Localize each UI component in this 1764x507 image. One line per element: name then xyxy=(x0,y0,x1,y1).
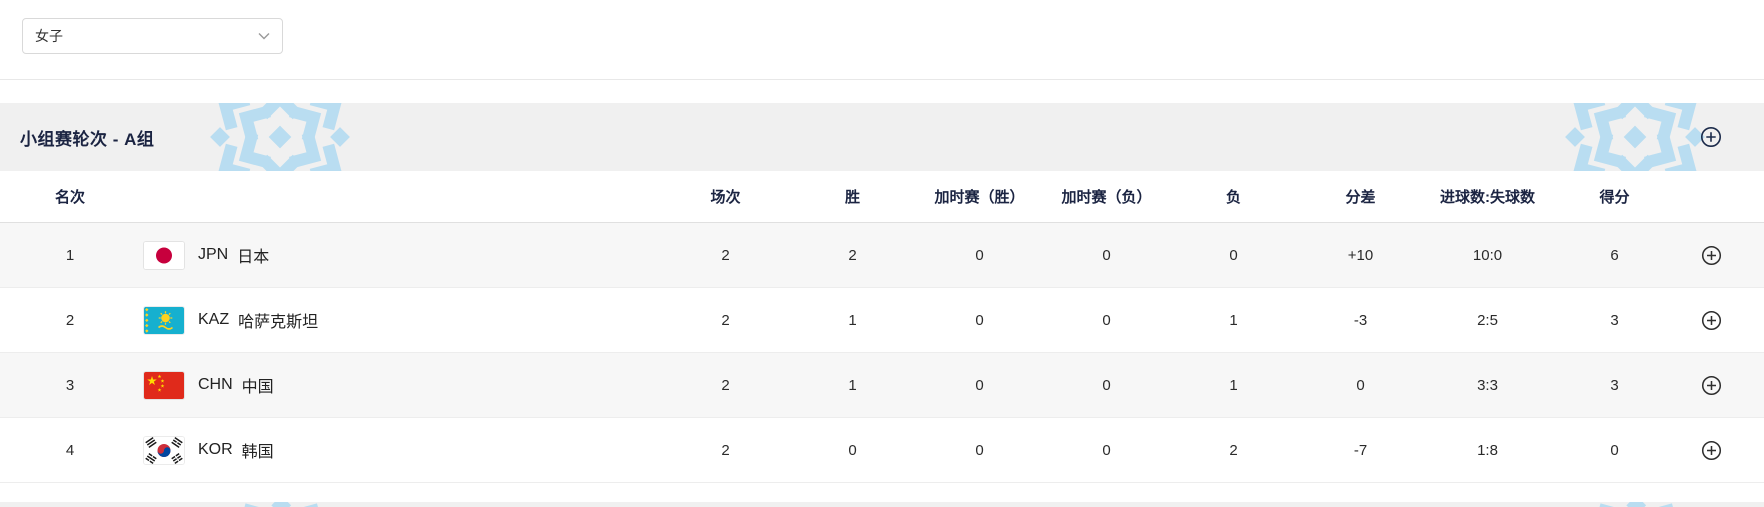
team-code: KOR xyxy=(198,441,233,458)
rank-cell: 2 xyxy=(65,311,75,329)
ot-losses-cell: 0 xyxy=(1102,246,1111,264)
diff-cell: +10 xyxy=(1347,246,1374,264)
ot-wins-cell: 0 xyxy=(975,376,984,394)
gender-select-value: 女子 xyxy=(35,28,63,44)
team-cell: JPN 日本 xyxy=(120,241,662,269)
row-expand-plus-icon[interactable] xyxy=(1678,375,1744,396)
snowflake-icon xyxy=(205,103,355,171)
diff-cell: -7 xyxy=(1353,441,1368,459)
row-expand-plus-icon[interactable] xyxy=(1678,245,1744,266)
goals-cell: 1:8 xyxy=(1477,441,1498,459)
snowflake-icon xyxy=(1560,103,1710,171)
col-header-losses: 负 xyxy=(1225,189,1241,206)
ot-wins-cell: 0 xyxy=(975,246,984,264)
points-cell: 6 xyxy=(1610,246,1619,264)
rank-cell: 1 xyxy=(65,246,75,264)
rank-cell: 4 xyxy=(65,441,75,459)
section-header: 小组赛轮次 - A组 xyxy=(0,103,1764,171)
ot-wins-cell: 0 xyxy=(975,311,984,329)
team-name: 韩国 xyxy=(241,444,274,461)
wins-cell: 2 xyxy=(848,246,857,264)
table-row: 2 xyxy=(0,288,1764,353)
team-name: 哈萨克斯坦 xyxy=(238,314,319,331)
goals-cell: 2:5 xyxy=(1477,311,1498,329)
chevron-down-icon xyxy=(258,32,270,40)
team-cell: KOR 韩国 xyxy=(120,436,662,464)
ot-wins-cell: 0 xyxy=(975,441,984,459)
col-header-wins: 胜 xyxy=(844,189,860,206)
wins-cell: 1 xyxy=(848,376,857,394)
table-header-row: 名次 场次 胜 加时赛（胜） 加时赛（负） 负 分差 进球数:失球数 得分 xyxy=(0,171,1764,223)
ot-losses-cell: 0 xyxy=(1102,441,1111,459)
col-header-goals: 进球数:失球数 xyxy=(1440,189,1535,206)
col-header-points: 得分 xyxy=(1599,189,1630,206)
team-cell: KAZ 哈萨克斯坦 xyxy=(120,306,662,334)
points-cell: 0 xyxy=(1610,441,1619,459)
snowflake-icon xyxy=(176,502,383,507)
points-cell: 3 xyxy=(1610,311,1619,329)
next-section-header xyxy=(0,502,1764,507)
row-expand-plus-icon[interactable] xyxy=(1678,440,1744,461)
wins-cell: 1 xyxy=(848,311,857,329)
section-expand-plus-icon[interactable] xyxy=(1700,126,1722,148)
jpn-flag-icon xyxy=(144,241,184,269)
diff-cell: -3 xyxy=(1353,311,1368,329)
filter-bar: 女子 xyxy=(0,0,1764,80)
section-title: 小组赛轮次 - A组 xyxy=(20,129,155,149)
kor-flag-icon xyxy=(144,436,184,464)
standings-table-body: 1 JPN 日本 2 2 0 0 0 +10 10:0 6 2 xyxy=(0,223,1764,483)
goals-cell: 3:3 xyxy=(1477,376,1498,394)
losses-cell: 1 xyxy=(1229,376,1238,394)
snowflake-icon xyxy=(1531,502,1738,507)
games-cell: 2 xyxy=(721,441,730,459)
losses-cell: 1 xyxy=(1229,311,1238,329)
team-name: 日本 xyxy=(237,249,270,266)
ot-losses-cell: 0 xyxy=(1102,376,1111,394)
games-cell: 2 xyxy=(721,311,730,329)
wins-cell: 0 xyxy=(848,441,857,459)
losses-cell: 0 xyxy=(1229,246,1238,264)
table-row: 4 KOR 韩国 xyxy=(0,418,1764,483)
kaz-flag-icon xyxy=(144,306,184,334)
games-cell: 2 xyxy=(721,376,730,394)
team-cell: CHN 中国 xyxy=(120,371,662,399)
team-code: JPN xyxy=(198,246,229,263)
diff-cell: 0 xyxy=(1356,376,1365,394)
col-header-diff: 分差 xyxy=(1345,189,1376,206)
rank-cell: 3 xyxy=(65,376,75,394)
ot-losses-cell: 0 xyxy=(1102,311,1111,329)
losses-cell: 2 xyxy=(1229,441,1238,459)
table-row: 3 CHN 中国 2 xyxy=(0,353,1764,418)
team-name: 中国 xyxy=(241,379,274,396)
gender-select[interactable]: 女子 xyxy=(22,18,283,54)
col-header-games: 场次 xyxy=(710,189,741,206)
chn-flag-icon xyxy=(144,371,184,399)
team-code: KAZ xyxy=(198,311,230,328)
col-header-ot-wins: 加时赛（胜） xyxy=(934,189,1025,206)
table-row: 1 JPN 日本 2 2 0 0 0 +10 10:0 6 xyxy=(0,223,1764,288)
col-header-ot-losses: 加时赛（负） xyxy=(1061,189,1152,206)
row-expand-plus-icon[interactable] xyxy=(1678,310,1744,331)
col-header-rank: 名次 xyxy=(54,189,85,206)
games-cell: 2 xyxy=(721,246,730,264)
goals-cell: 10:0 xyxy=(1472,246,1503,264)
team-code: CHN xyxy=(198,376,233,393)
points-cell: 3 xyxy=(1610,376,1619,394)
